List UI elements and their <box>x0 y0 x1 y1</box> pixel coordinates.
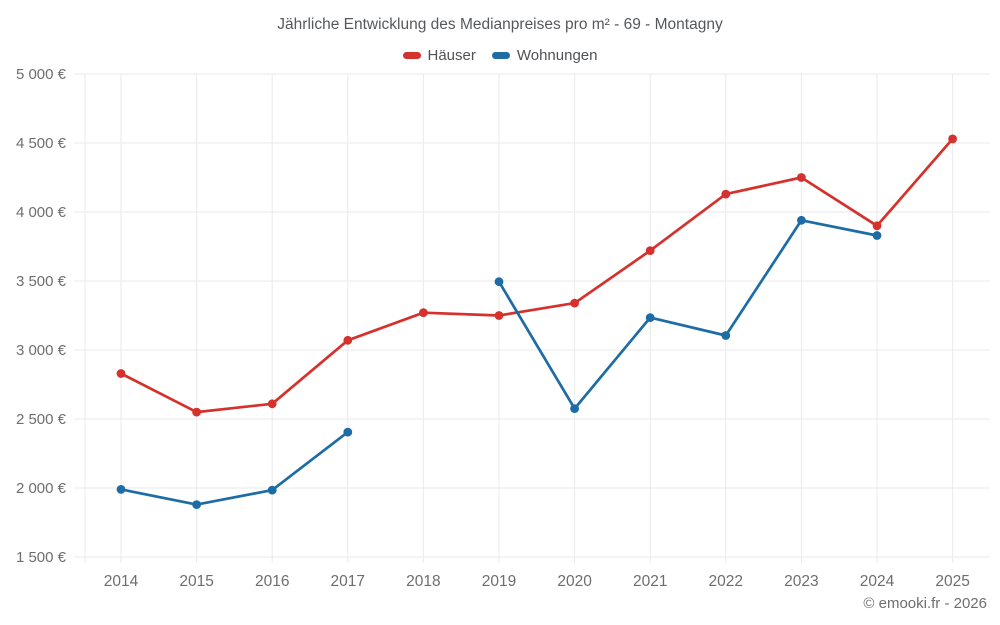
y-axis-tick-label: 2 000 € <box>16 480 67 497</box>
series-line-haeuser <box>119 137 954 414</box>
legend-item-haeuser[interactable]: Häuser <box>402 47 476 64</box>
series-point-haeuser-2022[interactable] <box>721 189 731 199</box>
copyright: © emooki.fr - 2026 <box>863 595 987 612</box>
x-axis-tick-label: 2017 <box>331 573 365 590</box>
x-axis-tick-label: 2019 <box>482 573 516 590</box>
legend-label-wohnungen: Wohnungen <box>516 47 598 64</box>
chart-title: Jährliche Entwicklung des Medianpreises … <box>277 16 723 33</box>
x-axis-tick-label: 2014 <box>104 573 139 590</box>
y-axis-tick-label: 1 500 € <box>16 549 67 566</box>
series-point-wohnungen-2016[interactable] <box>267 485 277 495</box>
series-point-haeuser-2019[interactable] <box>494 311 504 320</box>
series-point-wohnungen-2020[interactable] <box>570 404 579 413</box>
x-axis-tick-label: 2018 <box>406 573 440 590</box>
legend-marker-haeuser-icon <box>402 52 421 59</box>
series-point-wohnungen-2019[interactable] <box>494 277 504 287</box>
legend: Häuser Wohnungen <box>0 47 1000 64</box>
series-point-wohnungen-2024[interactable] <box>872 231 882 240</box>
legend-item-wohnungen[interactable]: Wohnungen <box>491 47 598 64</box>
series-point-haeuser-2015[interactable] <box>192 407 202 417</box>
series-point-haeuser-2014[interactable] <box>116 369 126 378</box>
x-axis-tick-label: 2023 <box>784 573 818 590</box>
legend-marker-wohnungen-icon <box>491 52 510 59</box>
y-axis-tick-label: 3 500 € <box>16 273 67 290</box>
series-point-wohnungen-2021[interactable] <box>645 313 655 322</box>
x-axis-tick-label: 2016 <box>255 573 289 590</box>
series-point-haeuser-2016[interactable] <box>267 399 277 409</box>
series-point-wohnungen-2017[interactable] <box>343 427 353 437</box>
series-point-haeuser-2025[interactable] <box>948 134 957 144</box>
y-axis-tick-label: 4 000 € <box>16 204 67 221</box>
y-axis-tick-label: 4 500 € <box>16 135 67 152</box>
series-point-wohnungen-2015[interactable] <box>192 500 202 509</box>
series-point-wohnungen-2014[interactable] <box>116 485 126 494</box>
x-axis-tick-label: 2025 <box>935 573 969 590</box>
y-axis-tick-label: 5 000 € <box>16 66 67 83</box>
x-axis-tick-label: 2015 <box>179 573 213 590</box>
x-axis-tick-label: 2022 <box>709 573 743 590</box>
x-axis-tick-label: 2024 <box>860 573 895 590</box>
y-axis-tick-label: 2 500 € <box>16 411 67 428</box>
x-axis-tick-label: 2021 <box>633 573 667 590</box>
series-point-haeuser-2023[interactable] <box>797 173 806 182</box>
series-point-haeuser-2021[interactable] <box>645 246 655 256</box>
series-point-wohnungen-2023[interactable] <box>797 215 806 225</box>
series-point-wohnungen-2022[interactable] <box>721 331 731 340</box>
series-point-haeuser-2024[interactable] <box>872 221 882 231</box>
y-axis-tick-label: 3 000 € <box>16 342 67 359</box>
series-point-haeuser-2020[interactable] <box>570 298 579 308</box>
series-point-haeuser-2017[interactable] <box>343 335 353 345</box>
x-axis-tick-label: 2020 <box>557 573 592 590</box>
series-line-wohnungen <box>119 218 879 506</box>
legend-label-haeuser: Häuser <box>427 47 476 64</box>
series-point-haeuser-2018[interactable] <box>419 308 428 318</box>
